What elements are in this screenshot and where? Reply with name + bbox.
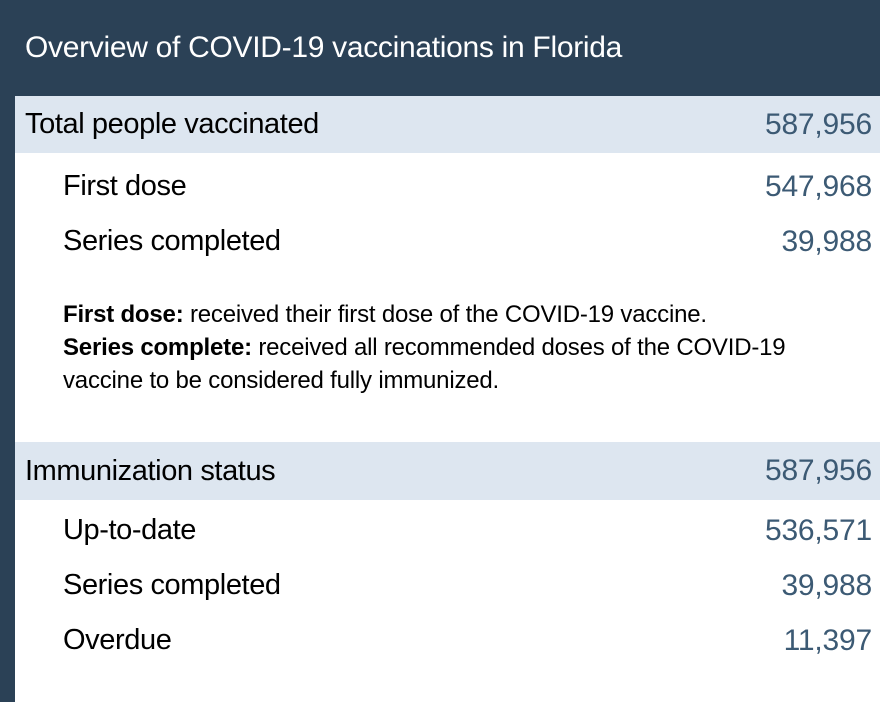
row-value: 39,988 [781, 224, 872, 258]
row-label: Up-to-date [63, 514, 197, 546]
row-label: Overdue [63, 624, 172, 656]
section-rows: First dose 547,968 Series completed 39,9… [15, 159, 880, 269]
note-term: First dose: [63, 301, 184, 328]
note-term: Series complete: [63, 334, 252, 361]
note-series-complete: Series complete: received all recommende… [63, 331, 825, 397]
section-header-label: Immunization status [25, 454, 276, 487]
section-header-total-people-vaccinated: Total people vaccinated 587,956 [15, 96, 880, 153]
section-rows: Up-to-date 536,571 Series completed 39,9… [15, 503, 880, 668]
section-total-people-vaccinated: Total people vaccinated 587,956 First do… [15, 96, 880, 397]
note-definition: received their first dose of the COVID-1… [189, 301, 707, 328]
panel-content: Total people vaccinated 587,956 First do… [15, 96, 880, 668]
row-value: 39,988 [781, 568, 872, 602]
definitions-note: First dose: received their first dose of… [63, 298, 825, 397]
note-definition: received all recommended doses of the CO… [63, 334, 786, 394]
section-immunization-status: Immunization status 587,956 Up-to-date 5… [15, 442, 880, 668]
row-value: 547,968 [764, 169, 872, 203]
left-accent-strip [0, 96, 15, 702]
row-value: 11,397 [783, 623, 873, 657]
table-row-up-to-date: Up-to-date 536,571 [15, 503, 880, 558]
table-row-overdue: Overdue 11,397 [15, 613, 880, 668]
section-header-immunization-status: Immunization status 587,956 [15, 442, 880, 500]
row-label: Series completed [63, 225, 281, 257]
row-label: First dose [63, 170, 187, 202]
panel-header: Overview of COVID-19 vaccinations in Flo… [0, 0, 880, 96]
table-row-first-dose: First dose 547,968 [15, 159, 880, 214]
row-value: 536,571 [764, 513, 872, 547]
note-first-dose: First dose: received their first dose of… [63, 298, 825, 331]
row-label: Series completed [63, 569, 281, 601]
section-header-label: Total people vaccinated [25, 108, 319, 140]
panel-title: Overview of COVID-19 vaccinations in Flo… [25, 31, 623, 64]
section-header-value: 587,956 [764, 107, 872, 141]
section-header-value: 587,956 [764, 454, 872, 487]
table-row-series-completed: Series completed 39,988 [15, 214, 880, 269]
table-row-series-completed: Series completed 39,988 [15, 558, 880, 613]
